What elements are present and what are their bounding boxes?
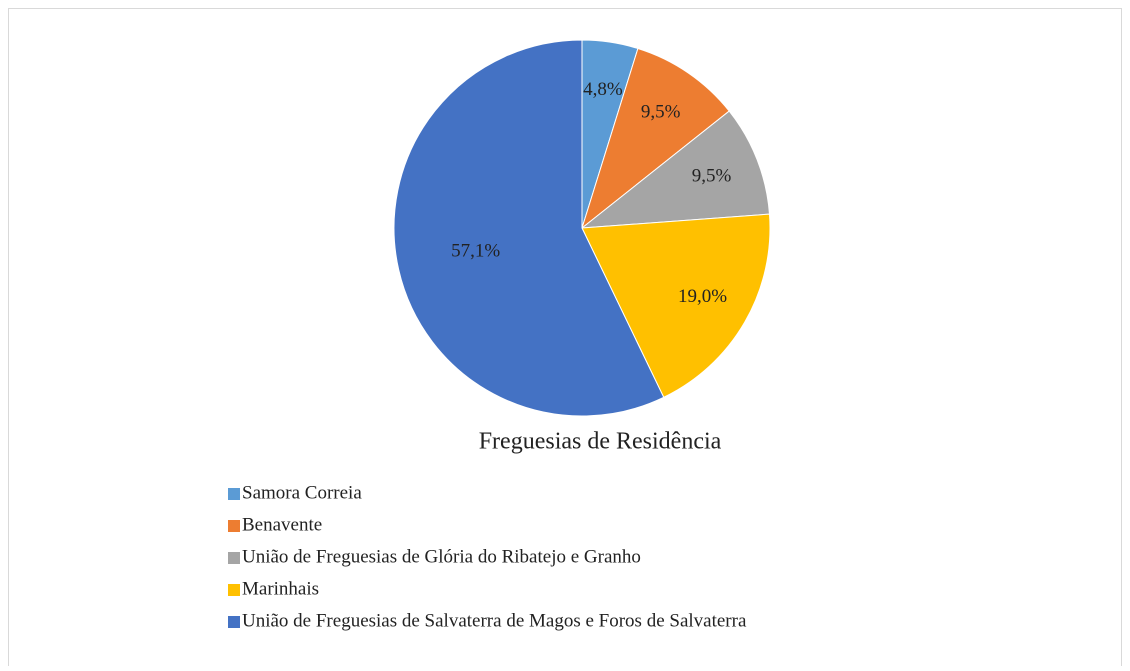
data-label: 19,0% [678,286,727,307]
legend-label: União de Freguesias de Glória do Ribatej… [242,546,641,567]
pie-slice [393,39,665,417]
pie-slice [581,213,771,398]
pie-slice [580,110,771,229]
chart-title: Freguesias de Residência [479,429,722,455]
legend-swatch [228,584,240,596]
legend-label: Benavente [242,514,322,535]
data-label: 9,5% [692,166,732,187]
data-label: 9,5% [641,102,681,123]
legend-swatch [228,552,240,564]
legend-swatch [228,488,240,500]
data-label: 57,1% [451,241,500,262]
legend-label: Samora Correia [242,482,362,503]
data-label: 4,8% [583,79,623,100]
legend-swatch [228,616,240,628]
pie-slice [581,47,730,230]
legend-label: União de Freguesias de Salvaterra de Mag… [242,610,747,631]
legend-swatch [228,520,240,532]
legend-label: Marinhais [242,578,319,599]
